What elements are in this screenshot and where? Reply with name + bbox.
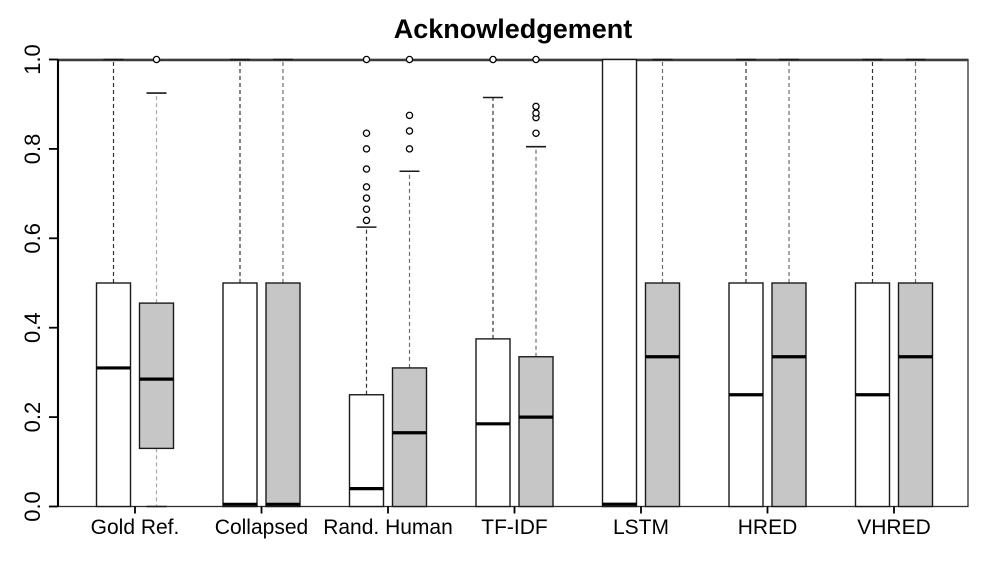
boxplot-box — [518, 356, 554, 508]
x-category-label: Gold Ref. — [91, 516, 180, 539]
x-category-label: Collapsed — [215, 516, 308, 539]
outlier-point — [489, 55, 497, 64]
outlier-point — [362, 205, 371, 213]
outlier-point — [362, 216, 371, 225]
y-tick-label: 1.0 — [20, 44, 45, 75]
outlier-point — [362, 145, 371, 153]
x-category-label: Rand. Human — [323, 516, 453, 539]
boxplot-box — [95, 282, 132, 508]
y-tick-label: 0.8 — [20, 134, 45, 165]
y-tick-label: 0.6 — [20, 223, 45, 254]
outlier-point — [362, 165, 371, 173]
plot-border — [57, 58, 969, 508]
boxplot-box — [138, 302, 175, 450]
y-tick-label: 0.4 — [20, 312, 45, 343]
outlier-point — [405, 111, 414, 120]
outlier-point — [532, 129, 540, 138]
outlier-point — [532, 109, 540, 117]
boxes-layer — [95, 55, 934, 508]
outlier-point — [362, 183, 371, 191]
boxplot-box — [222, 282, 258, 508]
y-axis: 0.0 0.2 0.4 0.6 0.8 1.0 — [20, 44, 58, 522]
boxplot-box — [644, 282, 681, 508]
x-category-label: HRED — [738, 516, 798, 539]
y-tick-label: 0.2 — [20, 402, 45, 433]
chart-title: Acknowledgement — [394, 14, 633, 44]
outlier-point — [405, 145, 414, 153]
outlier-point — [532, 102, 540, 111]
x-category-label: LSTM — [613, 516, 669, 539]
boxplot-box — [265, 282, 301, 508]
outlier-point — [532, 55, 540, 64]
x-category-label: VHRED — [857, 516, 931, 539]
boxplot-box — [771, 282, 807, 508]
outlier-point — [362, 129, 371, 138]
outlier-point — [405, 127, 414, 135]
x-category-label: TF-IDF — [481, 516, 547, 539]
outlier-point — [362, 55, 371, 64]
outlier-point — [362, 194, 371, 202]
boxplot-box — [897, 282, 934, 508]
boxplot-box — [391, 367, 428, 508]
outlier-point — [152, 55, 161, 64]
x-axis: Gold Ref. Collapsed Rand. Human TF-IDF LSTM H… — [91, 506, 931, 539]
y-tick-label: 0.0 — [20, 491, 45, 522]
boxplot-box — [601, 58, 638, 508]
plot-frame — [56, 58, 969, 508]
outlier-point — [405, 55, 414, 64]
